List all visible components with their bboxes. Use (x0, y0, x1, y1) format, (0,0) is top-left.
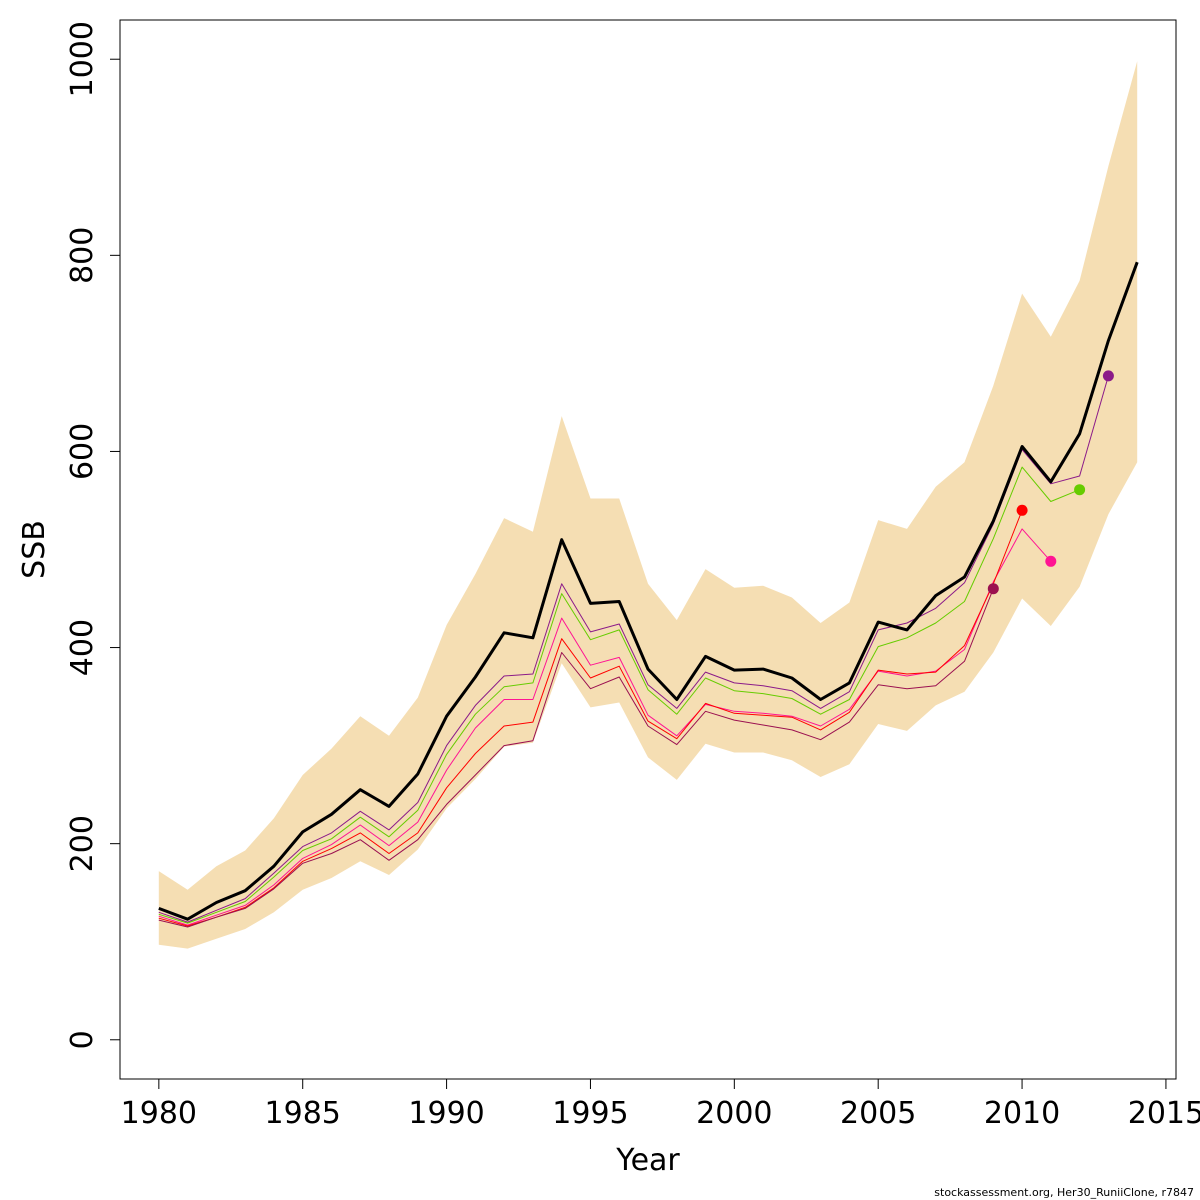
y-tick-label: 600 (65, 423, 100, 480)
confidence-band-layer (158, 61, 1138, 949)
end-points-layer (987, 370, 1114, 595)
x-tick-label: 1980 (121, 1096, 197, 1131)
x-axis-title: Year (615, 1143, 680, 1178)
series-line-1 (158, 261, 1139, 921)
series-end-point-6 (987, 583, 999, 595)
series-line-3 (158, 466, 1080, 924)
series-line-5 (158, 510, 1023, 927)
y-tick-label: 400 (65, 619, 100, 676)
series-line-4 (158, 528, 1052, 926)
series-end-point-4 (1045, 555, 1057, 567)
y-tick-label: 800 (65, 227, 100, 284)
x-tick-label: 1985 (265, 1096, 341, 1131)
x-tick-label: 2010 (984, 1096, 1060, 1131)
series-line-6 (158, 588, 994, 928)
x-axis: 1980 1985 1990 1995 2000 2005 2010 2015 (121, 1078, 1200, 1131)
y-tick-label: 0 (65, 1030, 100, 1049)
credit-text: stockassessment.org, Her30_RuniiClone, r… (934, 1186, 1194, 1199)
confidence-band (158, 61, 1138, 949)
series-layer (158, 261, 1139, 928)
y-tick-label: 1000 (65, 21, 100, 97)
series-line-2 (158, 375, 1109, 923)
x-tick-label: 2005 (840, 1096, 916, 1131)
y-axis: 0 200 400 600 800 1000 (65, 21, 121, 1049)
x-tick-label: 2015 (1128, 1096, 1200, 1131)
y-tick-label: 200 (65, 815, 100, 872)
x-tick-label: 1990 (408, 1096, 484, 1131)
series-end-point-2 (1102, 370, 1114, 382)
y-axis-title: SSB (17, 520, 52, 579)
x-tick-label: 2000 (696, 1096, 772, 1131)
series-end-point-5 (1016, 504, 1028, 516)
x-tick-label: 1995 (552, 1096, 628, 1131)
series-end-point-3 (1074, 484, 1086, 496)
